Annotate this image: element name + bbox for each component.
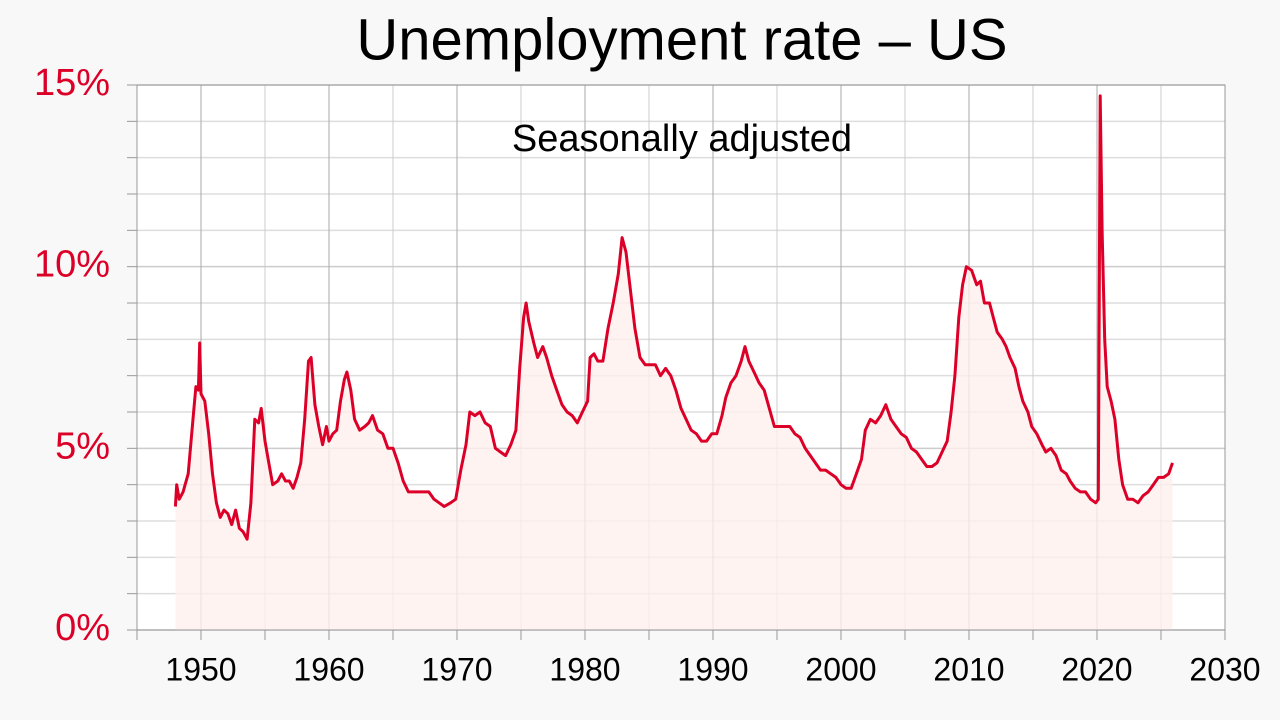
y-tick-label: 0%	[55, 607, 110, 649]
plot-frame	[136, 84, 1226, 631]
x-tick-label: 1950	[165, 651, 236, 687]
y-tick-label: 15%	[34, 62, 110, 104]
line	[173, 94, 1174, 541]
x-tick-label: 2030	[1189, 651, 1260, 687]
chart-title: Unemployment rate – US	[356, 7, 1007, 72]
x-tick-label: 1980	[549, 651, 620, 687]
chart-subtitle: Seasonally adjusted	[512, 118, 852, 160]
y-tick-label: 10%	[34, 244, 110, 286]
marks	[173, 94, 1174, 630]
y-tick-label: 5%	[55, 425, 110, 467]
x-tick-label: 1970	[421, 651, 492, 687]
x-tick-label: 1960	[293, 651, 364, 687]
area-fill	[175, 95, 1173, 630]
x-tick-label: 1990	[677, 651, 748, 687]
x-tick-label: 2000	[805, 651, 876, 687]
x-tick-label: 2010	[933, 651, 1004, 687]
x-tick-label: 2020	[1061, 651, 1132, 687]
